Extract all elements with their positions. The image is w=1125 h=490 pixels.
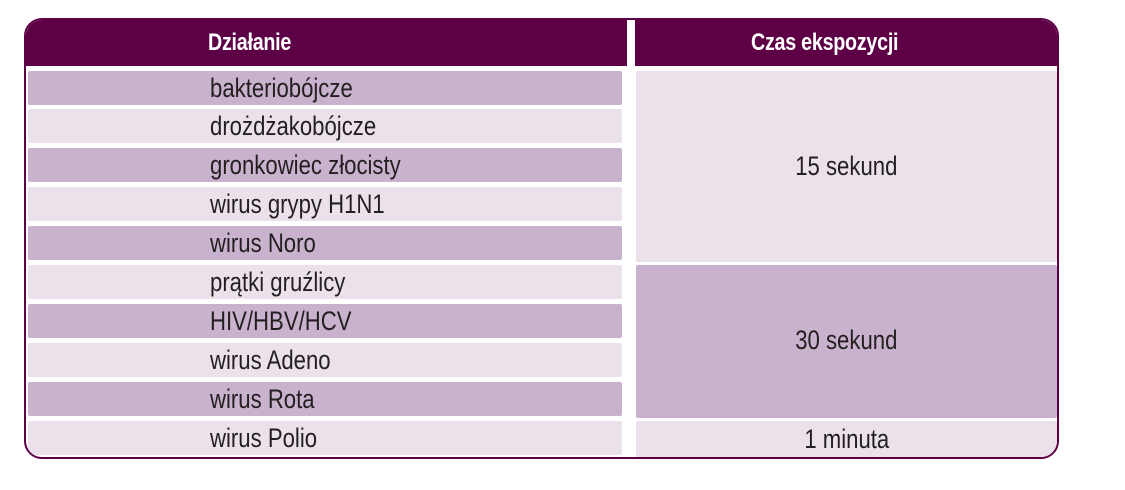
time-label: 1 minuta bbox=[804, 424, 889, 454]
row-label: wirus Rota bbox=[210, 384, 315, 414]
header-action: Działanie bbox=[208, 29, 292, 56]
row-label: wirus Noro bbox=[210, 228, 316, 258]
row-label: HIV/HBV/HCV bbox=[210, 306, 352, 336]
table-row: wirus Adeno bbox=[28, 343, 622, 377]
table-row: wirus Rota bbox=[28, 382, 622, 416]
table-row: HIV/HBV/HCV bbox=[28, 304, 622, 338]
row-label: wirus grypy H1N1 bbox=[210, 189, 385, 219]
time-label: 30 sekund bbox=[795, 325, 898, 355]
header-exposure-time: Czas ekspozycji bbox=[751, 29, 899, 56]
table-header: Działanie Czas ekspozycji bbox=[26, 20, 1057, 66]
row-label: wirus Polio bbox=[210, 423, 318, 453]
table-row: wirus Polio bbox=[28, 421, 622, 455]
row-label: prątki gruźlicy bbox=[210, 267, 346, 297]
exposure-table: Działanie Czas ekspozycji bakteriobójcze… bbox=[24, 18, 1059, 459]
row-label: bakteriobójcze bbox=[210, 73, 353, 103]
table-row: wirus grypy H1N1 bbox=[28, 187, 622, 221]
time-cell: 30 sekund bbox=[636, 265, 1057, 418]
table-row: wirus Noro bbox=[28, 226, 622, 260]
time-label: 15 sekund bbox=[795, 151, 898, 181]
header-divider bbox=[627, 20, 635, 66]
row-label: gronkowiec złocisty bbox=[210, 150, 401, 180]
time-cell: 1 minuta bbox=[636, 421, 1057, 457]
table-row: gronkowiec złocisty bbox=[28, 148, 622, 182]
table-row: drożdżakobójcze bbox=[28, 109, 622, 143]
table-row: prątki gruźlicy bbox=[28, 265, 622, 299]
row-label: drożdżakobójcze bbox=[210, 111, 377, 141]
time-cell: 15 sekund bbox=[636, 71, 1057, 262]
table-row: bakteriobójcze bbox=[28, 71, 622, 105]
row-label: wirus Adeno bbox=[210, 345, 331, 375]
